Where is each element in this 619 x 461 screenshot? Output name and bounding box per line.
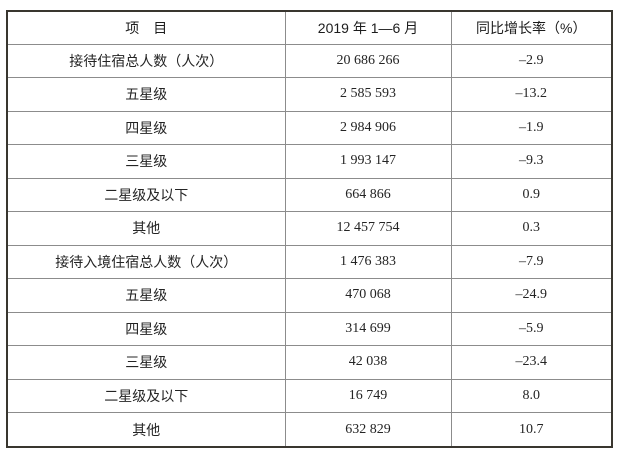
cell-growth: 8.0	[450, 378, 613, 414]
cell-item: 五星级	[6, 278, 286, 313]
table-row: 接待住宿总人数（人次） 20 686 266 –2.9	[6, 43, 613, 79]
column-header-growth: 同比增长率（%）	[450, 10, 613, 45]
cell-growth: 0.3	[450, 211, 613, 246]
cell-item: 其他	[6, 412, 286, 448]
cell-item: 三星级	[6, 144, 286, 179]
table-row: 其他 632 829 10.7	[6, 412, 613, 448]
table-row: 二星级及以下 664 866 0.9	[6, 177, 613, 213]
table-row: 五星级 470 068 –24.9	[6, 278, 613, 313]
cell-item: 四星级	[6, 311, 286, 347]
cell-item: 四星级	[6, 110, 286, 146]
cell-growth: –13.2	[450, 77, 613, 112]
cell-growth: –23.4	[450, 345, 613, 380]
cell-item: 三星级	[6, 345, 286, 380]
cell-growth: –1.9	[450, 110, 613, 146]
column-header-item: 项 目	[6, 10, 286, 45]
table-row: 五星级 2 585 593 –13.2	[6, 77, 613, 112]
cell-growth: 10.7	[450, 412, 613, 448]
cell-item: 五星级	[6, 77, 286, 112]
cell-growth: –7.9	[450, 244, 613, 280]
cell-value: 1 476 383	[284, 244, 452, 280]
cell-value: 16 749	[284, 378, 452, 414]
table-row: 二星级及以下 16 749 8.0	[6, 378, 613, 414]
cell-value: 2 984 906	[284, 110, 452, 146]
cell-growth: 0.9	[450, 177, 613, 213]
cell-item: 其他	[6, 211, 286, 246]
lodging-statistics-table: 项 目 2019 年 1—6 月 同比增长率（%） 接待住宿总人数（人次） 20…	[6, 10, 613, 448]
table-row: 其他 12 457 754 0.3	[6, 211, 613, 246]
table-row: 四星级 2 984 906 –1.9	[6, 110, 613, 146]
cell-value: 42 038	[284, 345, 452, 380]
cell-value: 20 686 266	[284, 43, 452, 79]
cell-value: 2 585 593	[284, 77, 452, 112]
table-row: 接待入境住宿总人数（人次） 1 476 383 –7.9	[6, 244, 613, 280]
cell-growth: –9.3	[450, 144, 613, 179]
cell-value: 470 068	[284, 278, 452, 313]
table-row: 三星级 42 038 –23.4	[6, 345, 613, 380]
table-row: 四星级 314 699 –5.9	[6, 311, 613, 347]
cell-item: 二星级及以下	[6, 378, 286, 414]
cell-value: 314 699	[284, 311, 452, 347]
cell-value: 632 829	[284, 412, 452, 448]
cell-value: 664 866	[284, 177, 452, 213]
column-header-period: 2019 年 1—6 月	[284, 10, 452, 45]
cell-value: 1 993 147	[284, 144, 452, 179]
cell-growth: –24.9	[450, 278, 613, 313]
cell-item: 二星级及以下	[6, 177, 286, 213]
cell-item: 接待入境住宿总人数（人次）	[6, 244, 286, 280]
table-row: 三星级 1 993 147 –9.3	[6, 144, 613, 179]
cell-value: 12 457 754	[284, 211, 452, 246]
cell-item: 接待住宿总人数（人次）	[6, 43, 286, 79]
cell-growth: –5.9	[450, 311, 613, 347]
header-row: 项 目 2019 年 1—6 月 同比增长率（%）	[6, 10, 613, 45]
cell-growth: –2.9	[450, 43, 613, 79]
